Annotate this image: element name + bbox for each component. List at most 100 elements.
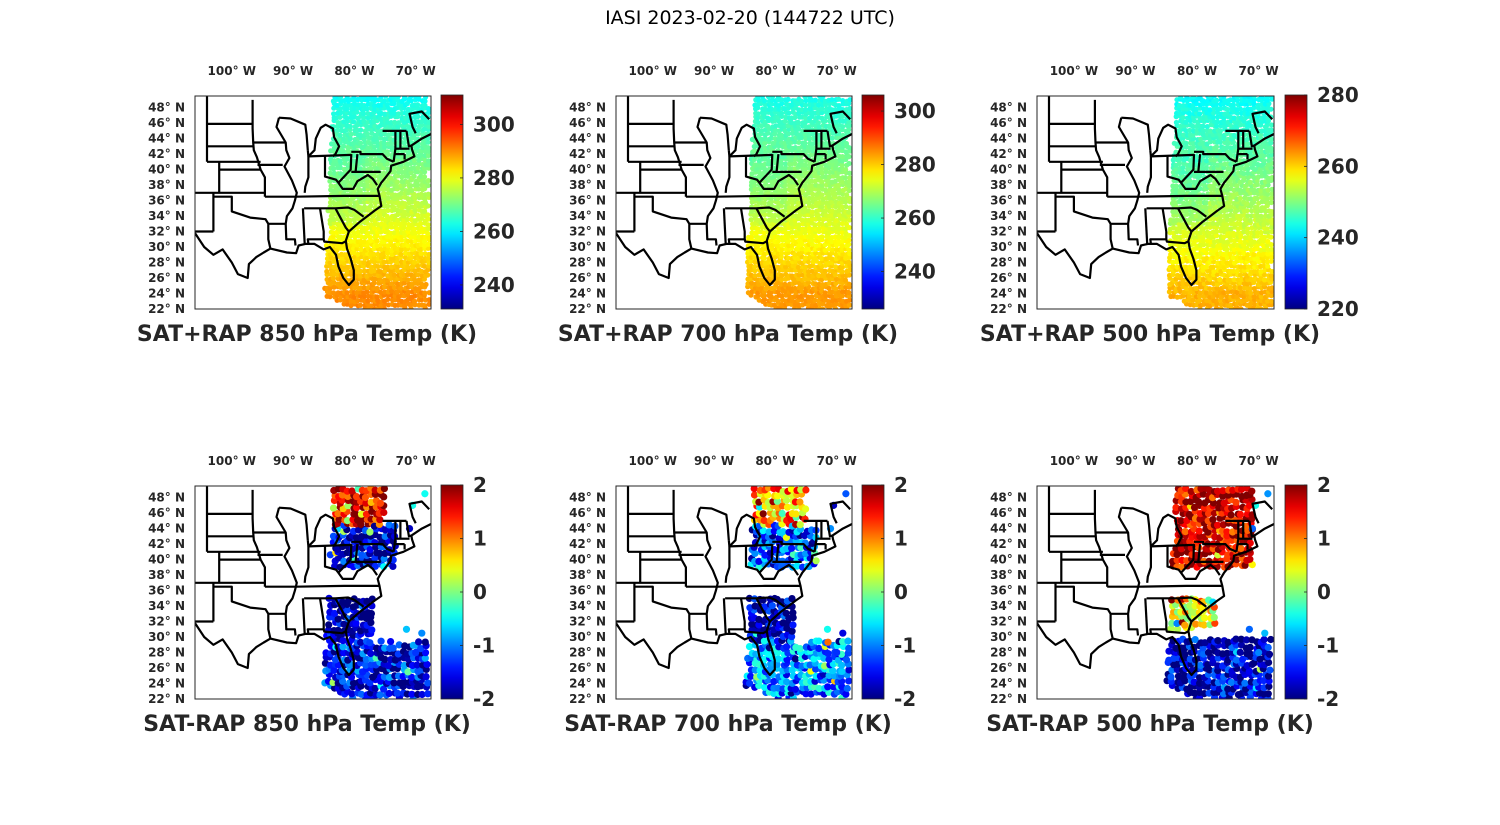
data-point [755, 243, 761, 249]
data-point [779, 293, 785, 299]
data-point [391, 96, 397, 100]
data-point [839, 204, 845, 210]
data-point [1245, 230, 1251, 236]
data-point [1214, 123, 1220, 129]
data-point [368, 166, 374, 172]
data-point [1261, 277, 1268, 283]
data-point [1247, 179, 1253, 185]
border-line [1146, 206, 1207, 218]
data-point [802, 196, 808, 202]
data-point [338, 234, 344, 240]
data-point [1200, 123, 1206, 129]
data-point [384, 662, 392, 670]
y-tick-label: 38° N [569, 178, 606, 192]
data-point [352, 619, 360, 627]
data-point [1197, 259, 1203, 265]
data-point [404, 100, 410, 107]
data-point [1269, 254, 1274, 260]
border-line [1093, 99, 1109, 197]
data-point [846, 281, 852, 287]
data-point [409, 204, 415, 210]
data-point [377, 637, 385, 645]
data-point [335, 127, 341, 133]
data-point [385, 207, 391, 213]
data-point [348, 131, 354, 137]
y-tick-label: 40° N [990, 163, 1027, 177]
data-point [1211, 268, 1217, 275]
data-point [371, 251, 377, 257]
x-tick-label: 80° W [1177, 64, 1217, 78]
data-point [789, 242, 795, 248]
data-point [1197, 173, 1203, 179]
data-point [343, 606, 351, 614]
data-point [421, 263, 428, 269]
data-point [351, 158, 357, 164]
data-point [815, 174, 822, 181]
data-point [755, 111, 761, 117]
data-point [768, 135, 774, 141]
data-point [752, 273, 758, 279]
data-layer [745, 96, 852, 309]
data-point [372, 106, 378, 112]
data-point [327, 294, 333, 300]
data-point [1231, 115, 1237, 121]
data-point [425, 139, 431, 145]
data-point [357, 268, 364, 274]
data-point [1238, 96, 1244, 99]
data-point [846, 289, 852, 296]
data-point [385, 243, 391, 249]
border-line [337, 173, 379, 190]
data-point [409, 243, 415, 249]
data-point [795, 200, 802, 206]
data-point [1200, 234, 1206, 240]
y-tick-label: 30° N [569, 240, 606, 254]
state-borders [616, 96, 852, 287]
data-point [1261, 272, 1267, 278]
data-point [1269, 175, 1274, 181]
data-point [1218, 301, 1224, 308]
data-point [1241, 171, 1247, 177]
data-point [1251, 252, 1257, 258]
data-point [779, 100, 785, 107]
data-point [782, 118, 788, 124]
data-point [836, 212, 843, 218]
border-line [724, 156, 731, 193]
data-point [846, 272, 852, 278]
data-point [388, 175, 394, 181]
data-point [1190, 132, 1196, 138]
data-point [1228, 204, 1234, 210]
data-point [799, 217, 805, 223]
data-point [761, 98, 768, 104]
data-point [365, 101, 371, 107]
data-point [417, 645, 425, 653]
data-point [415, 169, 421, 175]
data-point [409, 187, 415, 194]
data-point [778, 110, 785, 116]
data-point [1268, 136, 1274, 142]
axes-frame [1036, 95, 1275, 310]
data-point [372, 103, 378, 109]
colorbar-tick-label: 300 [894, 99, 936, 123]
data-point [368, 264, 374, 270]
data-point [324, 256, 331, 262]
data-point [392, 192, 398, 198]
data-point [1238, 115, 1244, 121]
data-point [1200, 128, 1206, 134]
data-point [401, 209, 407, 215]
data-point [384, 102, 390, 108]
data-point [382, 198, 388, 204]
y-tick-label: 36° N [569, 194, 606, 208]
y-tick-label: 36° N [148, 194, 185, 208]
data-point [768, 294, 775, 300]
data-point [1231, 277, 1237, 283]
data-point [1268, 258, 1274, 264]
data-point [1231, 132, 1237, 138]
data-point [826, 152, 832, 159]
data-point [421, 654, 429, 662]
data-point [1197, 111, 1203, 117]
data-point [337, 158, 343, 164]
data-point [1197, 280, 1203, 286]
data-point [362, 661, 370, 669]
data-point [1227, 177, 1233, 183]
data-point [381, 190, 387, 197]
